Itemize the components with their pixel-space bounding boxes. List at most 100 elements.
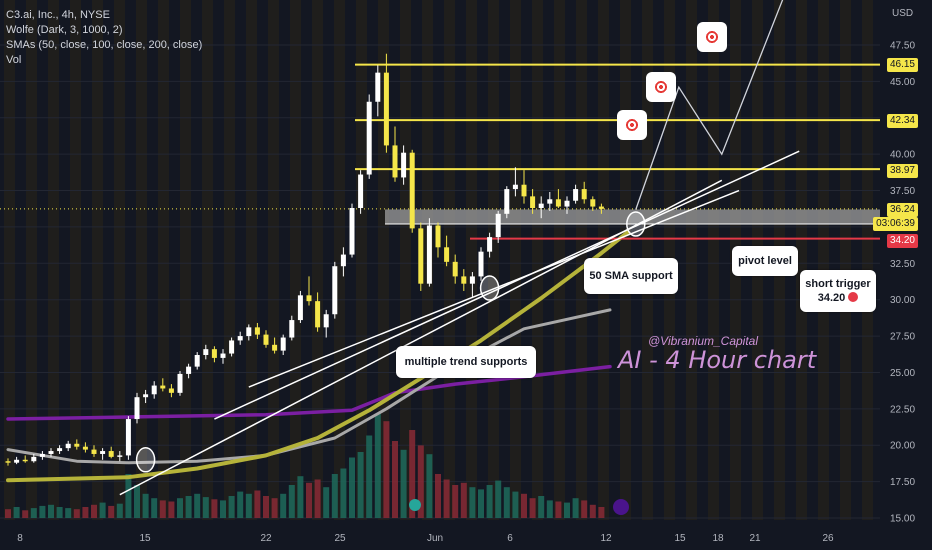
session-stripe (114, 0, 125, 520)
volume-bar (340, 468, 347, 518)
volume-bar (435, 474, 441, 518)
session-stripe (70, 0, 81, 520)
earnings-icon (409, 499, 421, 511)
volume-bar (555, 501, 562, 518)
candle-body (5, 461, 11, 463)
volume-bar (572, 498, 579, 518)
last-price-tag: 36.24 (886, 203, 918, 217)
candle-body (461, 276, 467, 284)
target-icon (617, 110, 647, 140)
session-stripe (862, 0, 873, 520)
volume-bar (529, 498, 536, 518)
candle-body (383, 72, 389, 146)
session-stripe (224, 0, 235, 520)
candle-body (31, 456, 37, 462)
volume-bar (73, 509, 80, 518)
wolfe-projection-path (635, 0, 784, 210)
candle-body (366, 101, 372, 175)
candle-body (289, 320, 295, 338)
session-stripe (554, 0, 565, 520)
time-tick-label: 6 (507, 533, 513, 544)
price-tag-38-97: 38.97 (886, 164, 918, 178)
target-icon (697, 22, 727, 52)
session-stripe (202, 0, 213, 520)
candle-body (469, 276, 475, 284)
candle-body (564, 200, 570, 207)
candle-body (186, 366, 192, 374)
volume-bar (30, 508, 37, 518)
time-tick-label: 12 (600, 533, 612, 544)
time-tick-label: Jun (427, 533, 443, 544)
candle-body (91, 449, 97, 454)
price-tick-label: 15.00 (890, 514, 915, 525)
candle-body (125, 419, 131, 456)
candle-body (237, 336, 243, 341)
candle-body (306, 295, 312, 302)
session-stripe (290, 0, 301, 520)
session-stripe (400, 0, 411, 520)
volume-bar (349, 457, 355, 518)
time-tick-label: 26 (822, 533, 834, 544)
volume-bar (159, 500, 166, 518)
volume-bar (400, 449, 407, 518)
session-stripe (510, 0, 521, 520)
candle-body (573, 189, 579, 201)
price-tick-label: 20.00 (890, 441, 915, 452)
candle-body (151, 385, 157, 395)
volume-bar (245, 493, 252, 518)
price-tick-label: 22.50 (890, 404, 915, 415)
candle-body (340, 254, 346, 267)
volume-bar (469, 487, 476, 518)
volume-bar (512, 491, 519, 518)
session-stripe (180, 0, 191, 520)
volume-bar (211, 499, 218, 518)
price-tick-label: 27.50 (890, 332, 915, 343)
time-tick-label: 22 (260, 533, 272, 544)
volume-bar (168, 501, 175, 518)
session-stripe (48, 0, 59, 520)
price-tick-label: 30.00 (890, 295, 915, 306)
volume-bars (5, 413, 605, 518)
candle-body (254, 327, 260, 335)
candle-body (160, 385, 166, 389)
trend-supports-callout: multiple trend supports (396, 346, 536, 378)
time-tick-label: 15 (139, 533, 151, 544)
pivot-level-callout: pivot level (732, 246, 798, 276)
candle-body (590, 199, 596, 207)
candle-body (504, 189, 510, 214)
time-tick-label: 25 (334, 533, 346, 544)
candle-body (297, 295, 303, 321)
volume-bar (495, 480, 502, 518)
candle-body (521, 184, 527, 197)
candle-body (418, 228, 424, 284)
volume-bar (306, 482, 312, 518)
candle-body (581, 189, 587, 200)
price-tag-34-20: 34.20 (886, 234, 918, 248)
volume-bar (297, 476, 304, 518)
volume-bar (366, 435, 373, 518)
candle-body (246, 327, 252, 337)
candle-body (117, 455, 123, 457)
candle-body (315, 301, 321, 328)
volume-bar (228, 496, 235, 518)
volume-indicator: Vol (6, 54, 22, 66)
price-tick-label: 32.50 (890, 259, 915, 270)
chart-legend: C3.ai, Inc., 4h, NYSE Wolfe (Dark, 3, 10… (6, 8, 202, 68)
candle-body (177, 373, 183, 393)
candle-body (48, 451, 54, 454)
candle-body (203, 349, 209, 355)
volume-bar (134, 485, 140, 518)
volume-bar (237, 491, 244, 518)
volume-bar (82, 507, 89, 518)
candle-body (555, 199, 561, 207)
currency-label: USD (892, 8, 914, 19)
volume-bar (48, 504, 54, 518)
trendlines (119, 0, 800, 496)
volume-bar (5, 509, 11, 518)
candle-body (14, 459, 20, 463)
candle-body (478, 251, 484, 277)
candle-body (538, 203, 544, 209)
price-tick-label: 45.00 (890, 77, 915, 88)
short-trigger-value: 34.20 (817, 292, 846, 304)
candle-body (426, 225, 432, 284)
